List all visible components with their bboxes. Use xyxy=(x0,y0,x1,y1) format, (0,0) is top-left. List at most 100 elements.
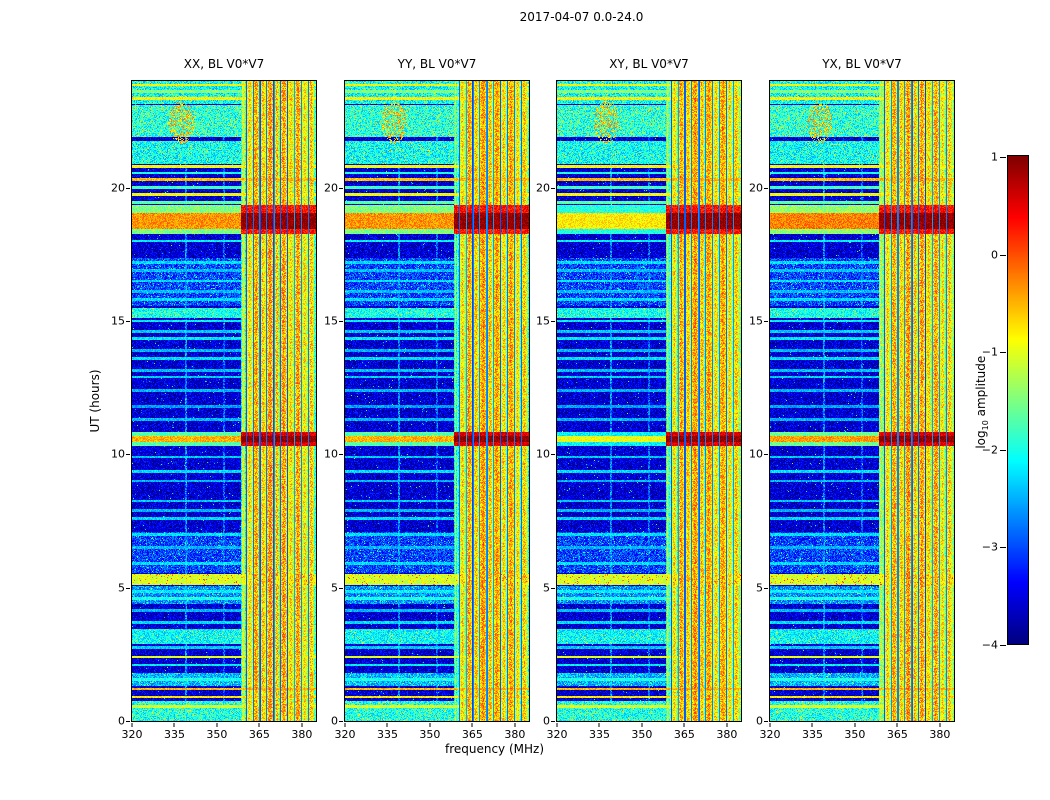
y-tick-label: 10 xyxy=(111,447,125,461)
x-tick xyxy=(258,723,260,727)
x-tick-label: 365 xyxy=(886,728,908,741)
colorbar-gradient-canvas xyxy=(1008,156,1028,644)
x-tick-label: 335 xyxy=(376,728,398,741)
y-tick xyxy=(551,321,555,322)
x-tick xyxy=(344,723,346,727)
x-tick-label: 335 xyxy=(801,728,823,741)
y-tick-label: 15 xyxy=(324,314,338,328)
y-tick-label: 20 xyxy=(324,181,338,195)
spectrogram-plot-xx xyxy=(131,80,317,722)
colorbar: 1 0 −1 −2 −3 −4 xyxy=(982,151,1029,652)
y-tick xyxy=(764,587,768,589)
y-tick-label: 5 xyxy=(331,581,338,595)
y-tick xyxy=(126,721,130,722)
figure-title: 2017-04-07 0.0-24.0 xyxy=(519,10,644,24)
colorbar-tick-label: −4 xyxy=(981,638,998,652)
colorbar-label: log10 amplitude xyxy=(974,332,990,472)
x-tick-label: 320 xyxy=(759,728,781,741)
x-axis-label: frequency (MHz) xyxy=(444,742,545,756)
colorbar-tick xyxy=(1000,449,1006,451)
x-tick xyxy=(598,723,600,727)
x-tick xyxy=(471,723,473,727)
spectrogram-canvas-yy xyxy=(345,81,529,721)
y-tick xyxy=(551,721,555,722)
y-tick xyxy=(339,187,343,189)
y-tick-label: 5 xyxy=(756,581,763,595)
x-tick-label: 320 xyxy=(121,728,143,741)
y-tick xyxy=(551,187,555,189)
y-tick-label: 0 xyxy=(756,714,763,728)
x-tick-label: 380 xyxy=(929,728,951,741)
y-tick xyxy=(339,321,343,322)
colorbar-tick-label: 0 xyxy=(991,248,998,262)
y-tick xyxy=(551,587,555,589)
colorbar-tick xyxy=(1000,254,1006,256)
colorbar-tick xyxy=(1000,157,1006,158)
spectrogram-canvas-xx xyxy=(132,81,316,721)
y-tick-label: 10 xyxy=(536,447,550,461)
x-tick-label: 350 xyxy=(631,728,653,741)
y-tick xyxy=(339,454,343,456)
y-tick-label: 0 xyxy=(543,714,550,728)
y-tick-label: 10 xyxy=(324,447,338,461)
x-tick xyxy=(769,723,771,727)
y-tick xyxy=(551,454,555,456)
y-tick xyxy=(126,187,130,189)
y-tick xyxy=(764,321,768,322)
x-tick-label: 320 xyxy=(334,728,356,741)
y-tick xyxy=(339,721,343,722)
x-tick xyxy=(726,723,728,727)
colorbar-tick xyxy=(1000,352,1006,354)
panel-xy: XY, BL V0*V7 0 5 10 15 20 320 335 350 365 380 xyxy=(536,57,742,741)
y-tick-label: 5 xyxy=(118,581,125,595)
y-tick-label: 20 xyxy=(536,181,550,195)
spectrogram-plot-yx xyxy=(769,80,955,722)
x-tick xyxy=(939,723,941,727)
x-tick-label: 350 xyxy=(419,728,441,741)
x-tick-label: 380 xyxy=(291,728,313,741)
y-tick xyxy=(764,721,768,722)
y-tick-label: 5 xyxy=(543,581,550,595)
x-tick-label: 335 xyxy=(588,728,610,741)
x-tick-label: 380 xyxy=(716,728,738,741)
x-tick xyxy=(386,723,388,727)
x-tick-label: 320 xyxy=(546,728,568,741)
y-tick xyxy=(764,187,768,189)
x-tick-label: 335 xyxy=(163,728,185,741)
y-tick xyxy=(764,454,768,456)
x-tick-label: 365 xyxy=(673,728,695,741)
y-tick-label: 20 xyxy=(111,181,125,195)
panel-yy: YY, BL V0*V7 0 5 10 15 20 320 335 350 365 380 xyxy=(324,57,530,741)
x-tick-label: 365 xyxy=(248,728,270,741)
x-tick-label: 365 xyxy=(461,728,483,741)
y-tick-label: 10 xyxy=(749,447,763,461)
y-tick xyxy=(126,587,130,589)
colorbar-tick xyxy=(1000,645,1006,646)
y-tick-label: 0 xyxy=(118,714,125,728)
y-tick-label: 20 xyxy=(749,181,763,195)
x-tick xyxy=(896,723,898,727)
y-tick-label: 0 xyxy=(331,714,338,728)
x-tick xyxy=(854,723,856,727)
panel-title-xy: XY, BL V0*V7 xyxy=(609,57,689,71)
x-tick xyxy=(556,723,558,727)
x-tick xyxy=(514,723,516,727)
colorbar-label-suffix: amplitude xyxy=(973,355,988,421)
y-tick-label: 15 xyxy=(111,314,125,328)
x-tick xyxy=(131,723,133,727)
y-tick xyxy=(126,454,130,456)
spectrogram-canvas-yx xyxy=(770,81,954,721)
colorbar-tick-label: −3 xyxy=(981,540,998,554)
x-tick xyxy=(683,723,685,727)
panel-title-yx: YX, BL V0*V7 xyxy=(822,57,902,71)
spectrogram-plot-xy xyxy=(556,80,742,722)
colorbar-label-prefix: log xyxy=(973,430,988,449)
colorbar-tick xyxy=(1000,547,1006,549)
x-tick-label: 350 xyxy=(844,728,866,741)
x-tick xyxy=(811,723,813,727)
x-tick xyxy=(301,723,303,727)
x-tick xyxy=(216,723,218,727)
x-tick xyxy=(429,723,431,727)
x-tick xyxy=(641,723,643,727)
